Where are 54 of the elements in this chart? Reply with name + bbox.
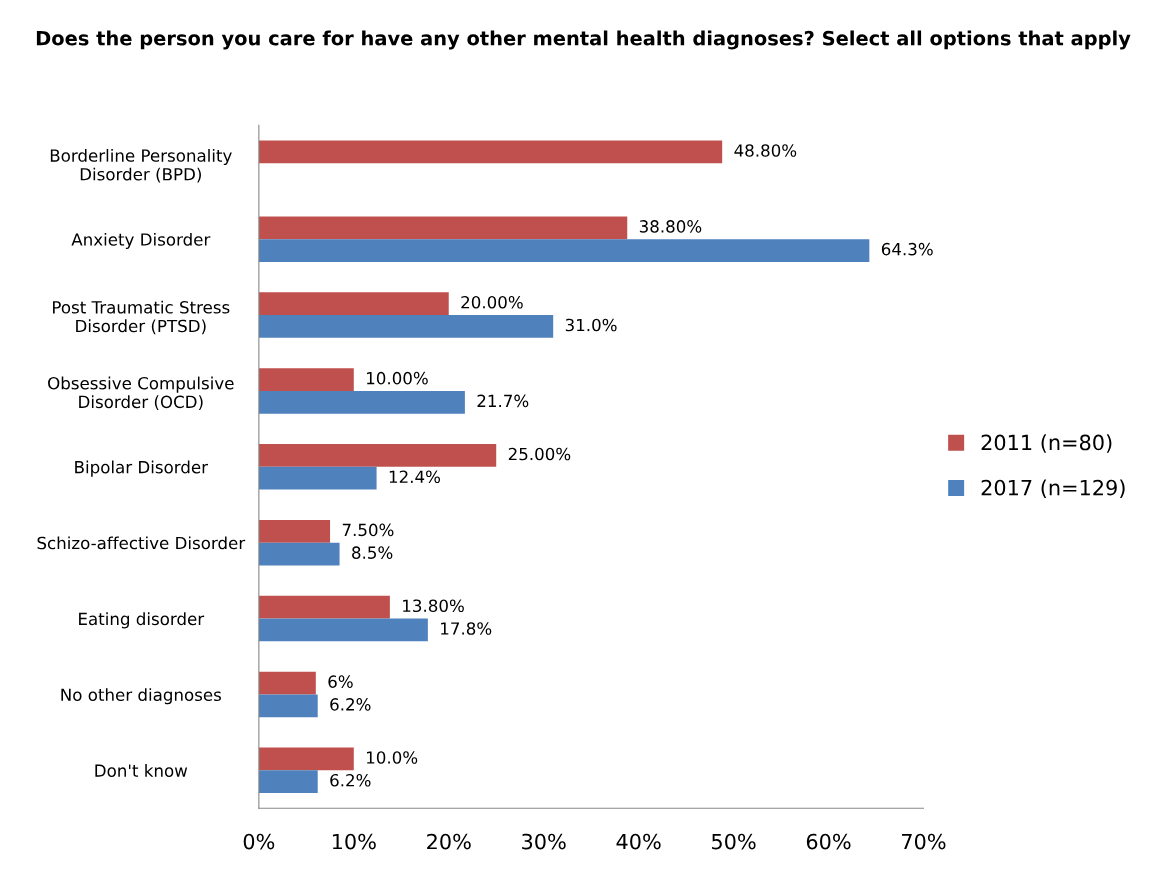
- data-label: 13.80%: [403, 599, 464, 613]
- legend-label: 2017 (n=129): [981, 479, 1125, 498]
- data-label: 38.80%: [639, 220, 702, 233]
- x-tick-label: 60%: [806, 833, 851, 850]
- data-label: 10.00%: [367, 371, 428, 385]
- bar: [258, 466, 377, 490]
- y-tick-label: Post Traumatic Stress Disorder (PTSD): [53, 300, 230, 335]
- data-label: 6.2%: [330, 698, 371, 711]
- bar: [258, 444, 497, 467]
- x-tick-label: 70%: [902, 833, 946, 850]
- data-label: 8.5%: [352, 546, 393, 559]
- bar: [258, 239, 870, 262]
- y-tick-label: Obsessive Compulsive Disorder (OCD): [48, 376, 234, 411]
- y-tick-label: Don't know: [95, 764, 188, 777]
- x-tick-label: 30%: [522, 833, 566, 850]
- y-tick-label: Schizo-affective Disorder: [37, 536, 246, 550]
- x-tick-label: 40%: [616, 833, 661, 850]
- data-label: 6%: [328, 675, 353, 688]
- data-label: 17.8%: [441, 622, 492, 635]
- data-label: 25.00%: [508, 447, 571, 461]
- y-tick-label: Bipolar Disorder: [75, 460, 209, 477]
- bar: [258, 542, 340, 566]
- data-label: 64.3%: [881, 242, 933, 256]
- bar: [258, 390, 465, 414]
- bar: [258, 747, 354, 771]
- bar: [258, 519, 331, 543]
- bar: [258, 671, 316, 695]
- x-tick-label: 50%: [712, 833, 756, 850]
- x-tick-label: 20%: [427, 833, 471, 850]
- bar: [258, 140, 723, 164]
- bar: [258, 618, 428, 642]
- y-tick-label: Borderline Personality Disorder (BPD): [50, 148, 232, 183]
- bar: [258, 292, 449, 316]
- y-tick-label: No other diagnoses: [61, 688, 221, 705]
- data-label: 12.4%: [389, 470, 440, 484]
- x-tick-label: 0%: [243, 833, 275, 850]
- data-label: 10.0%: [367, 751, 418, 764]
- bar: [258, 368, 354, 391]
- data-label: 31.0%: [565, 318, 617, 332]
- data-label: 21.7%: [477, 394, 529, 408]
- bar: [258, 216, 628, 240]
- bar: [258, 694, 318, 718]
- x-tick-label: 10%: [332, 833, 376, 850]
- y-tick-label: Eating disorder: [79, 612, 205, 629]
- bar: [258, 315, 554, 338]
- legend-label: 2011 (n=80): [981, 434, 1112, 453]
- data-label: 7.50%: [342, 523, 394, 537]
- data-label: 48.80%: [734, 144, 797, 157]
- bar: [258, 770, 318, 794]
- data-label: 6.2%: [330, 773, 371, 787]
- chart-title: Does the person you care for have any other mental health diagnoses? Select all options that apply: [36, 30, 1131, 50]
- y-tick-label: Anxiety Disorder: [71, 232, 211, 250]
- data-label: 20.00%: [461, 295, 523, 309]
- bar: [258, 595, 390, 619]
